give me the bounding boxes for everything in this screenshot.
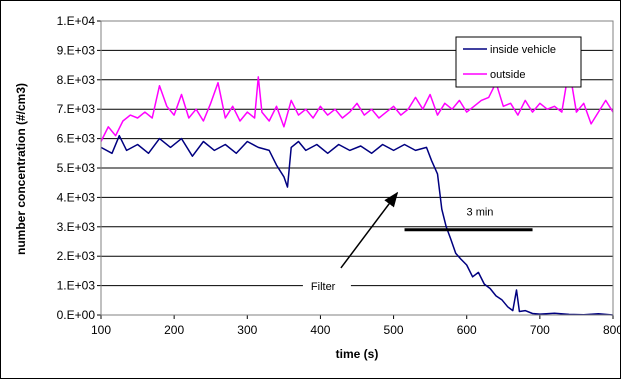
y-tick-label: 0.E+00: [57, 308, 96, 322]
legend-label-inside-vehicle: inside vehicle: [490, 44, 556, 56]
y-tick-label: 9.E+03: [57, 43, 96, 57]
x-tick-label: 600: [457, 323, 477, 337]
x-axis-title: time (s): [336, 347, 379, 361]
y-tick-label: 1.E+03: [57, 279, 96, 293]
x-axis-ticks: 100 200 300 400 500 600 700 800: [91, 315, 620, 337]
x-tick-label: 500: [384, 323, 404, 337]
series-line-inside-vehicle: [100, 134, 614, 316]
x-tick-label: 200: [164, 323, 184, 337]
plot-area-frame: [100, 20, 614, 316]
y-tick-label: 1.E+04: [57, 14, 96, 28]
filter-label: Filter: [311, 281, 336, 293]
y-tick-label: 6.E+03: [57, 132, 96, 146]
series-line-outside: [100, 67, 614, 142]
y-tick-label: 2.E+03: [57, 249, 96, 263]
legend-label-outside: outside: [490, 69, 525, 81]
y-axis-title: number concentration (#/cm3): [14, 83, 28, 255]
legend: inside vehicle outside: [455, 36, 582, 88]
x-tick-label: 400: [310, 323, 330, 337]
filter-arrow: [340, 191, 399, 269]
annotations: 3 min Filter: [302, 191, 533, 294]
series-lines: [100, 67, 614, 316]
duration-label: 3 min: [467, 207, 494, 219]
x-tick-label: 700: [530, 323, 550, 337]
x-tick-label: 100: [91, 323, 111, 337]
filter-label-background: [302, 277, 351, 294]
legend-box: [455, 36, 582, 88]
y-tick-label: 5.E+03: [57, 161, 96, 175]
y-tick-label: 8.E+03: [57, 73, 96, 87]
y-axis-ticks: 0.E+00 1.E+03 2.E+03 3.E+03 4.E+03 5.E+03 6.E+…: [57, 14, 101, 322]
y-tick-label: 7.E+03: [57, 102, 96, 116]
x-tick-label: 300: [237, 323, 257, 337]
x-tick-label: 800: [603, 323, 620, 337]
y-tick-label: 3.E+03: [57, 220, 96, 234]
y-tick-label: 4.E+03: [57, 190, 96, 204]
